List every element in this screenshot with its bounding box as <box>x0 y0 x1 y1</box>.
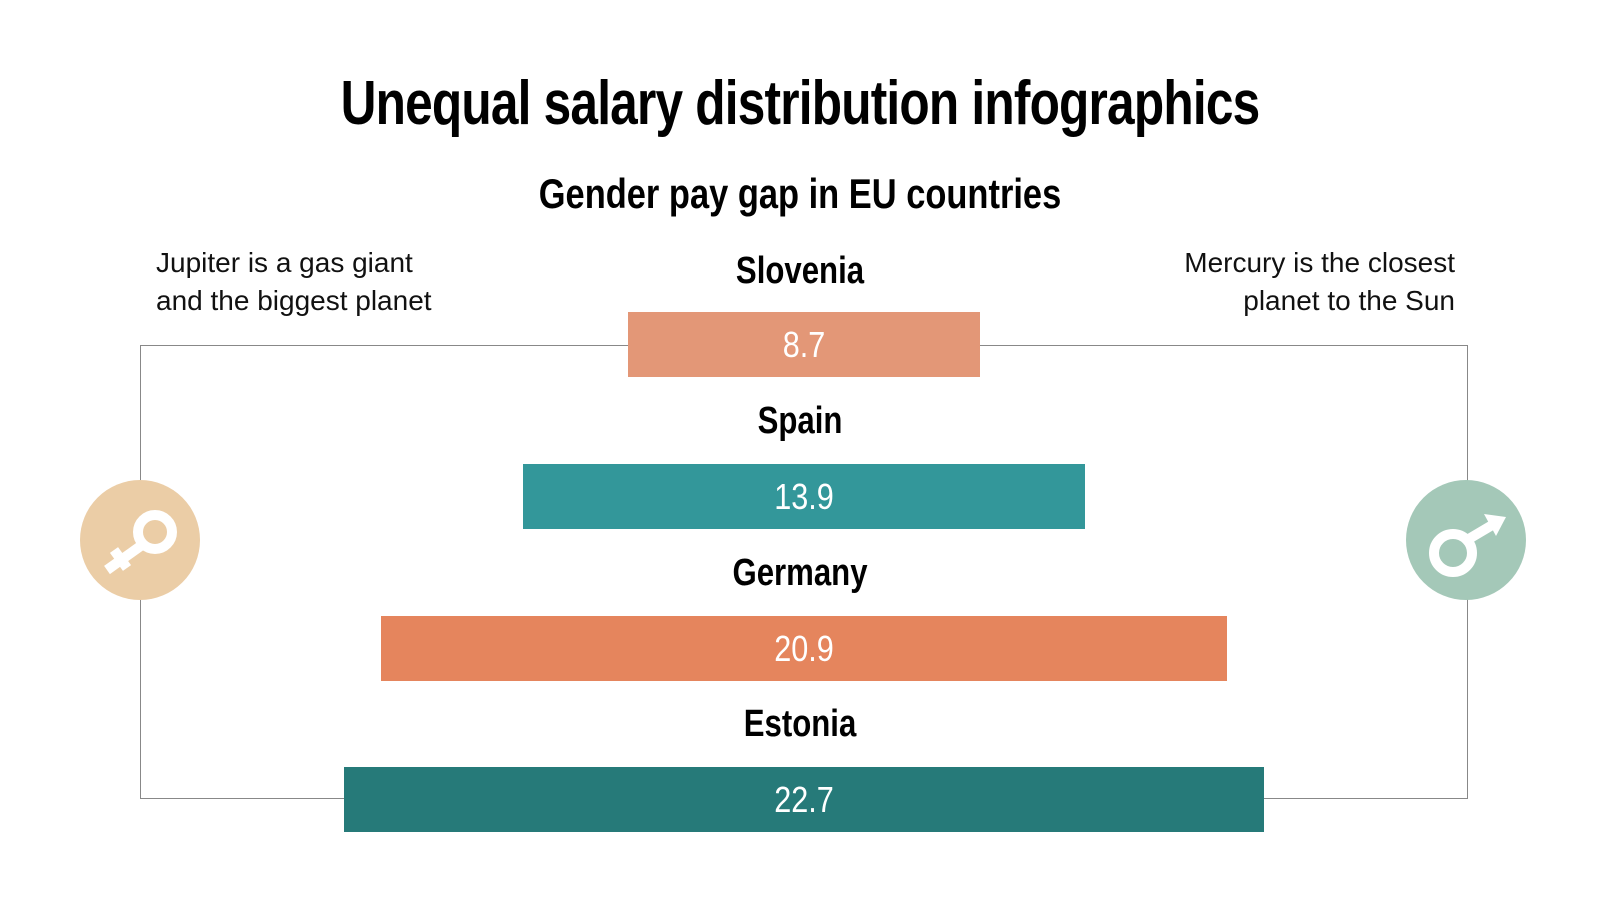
left-note: Jupiter is a gas giant and the biggest p… <box>156 244 432 320</box>
bar-value-label: 13.9 <box>774 475 834 517</box>
bar-spain: 13.9 <box>522 464 1086 529</box>
country-label-estonia: Estonia <box>743 703 857 745</box>
page-title: Unequal salary distribution infographics <box>340 69 1261 138</box>
country-label-slovenia: Slovenia <box>735 250 865 292</box>
male-symbol-icon <box>1406 480 1526 600</box>
bar-value-label: 22.7 <box>774 778 834 820</box>
country-label-germany: Germany <box>732 552 868 594</box>
female-symbol-icon <box>80 480 200 600</box>
right-note-line1: Mercury is the closest <box>1184 247 1455 278</box>
right-note-line2: planet to the Sun <box>1243 285 1455 316</box>
bar-value-label: 8.7 <box>782 323 826 365</box>
chart-subtitle: Gender pay gap in EU countries <box>538 170 1062 217</box>
left-note-line1: Jupiter is a gas giant <box>156 247 413 278</box>
bar-estonia: 22.7 <box>344 767 1264 832</box>
bar-value-label: 20.9 <box>774 627 834 669</box>
bar-slovenia: 8.7 <box>627 312 981 377</box>
right-note: Mercury is the closest planet to the Sun <box>1184 244 1455 320</box>
bar-germany: 20.9 <box>380 616 1228 681</box>
left-note-line2: and the biggest planet <box>156 285 432 316</box>
country-label-spain: Spain <box>757 400 843 442</box>
